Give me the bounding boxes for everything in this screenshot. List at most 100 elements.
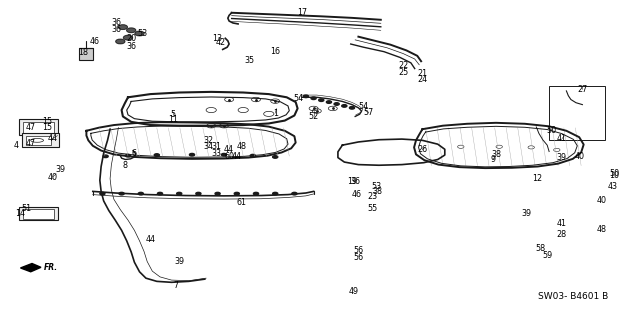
Text: FR.: FR. — [44, 263, 58, 272]
Text: 38: 38 — [491, 150, 501, 159]
Text: 59: 59 — [542, 251, 552, 260]
Text: 46: 46 — [352, 190, 362, 199]
Text: 55: 55 — [367, 204, 378, 213]
Text: 61: 61 — [237, 198, 247, 207]
Text: 39: 39 — [56, 165, 66, 174]
Text: 36: 36 — [350, 177, 360, 186]
Text: 50: 50 — [609, 169, 620, 178]
Circle shape — [273, 156, 278, 158]
Circle shape — [234, 192, 239, 195]
Text: 27: 27 — [577, 85, 588, 94]
Text: 36: 36 — [111, 18, 122, 27]
Text: 54: 54 — [294, 94, 304, 103]
Text: 36: 36 — [126, 42, 136, 51]
Text: 47: 47 — [26, 123, 36, 132]
Bar — [23, 209, 54, 219]
Text: 6: 6 — [132, 149, 137, 158]
Circle shape — [273, 192, 278, 195]
Circle shape — [221, 153, 227, 156]
Text: 52: 52 — [308, 112, 319, 121]
Text: 7: 7 — [173, 281, 179, 290]
Bar — [19, 207, 58, 220]
Text: 26: 26 — [417, 145, 428, 154]
Text: SW03- B4601 B: SW03- B4601 B — [538, 292, 608, 300]
Circle shape — [292, 192, 297, 195]
Text: 60: 60 — [224, 152, 234, 161]
Text: 23: 23 — [367, 192, 378, 201]
Text: 35: 35 — [244, 56, 255, 65]
Text: 41: 41 — [557, 134, 567, 143]
Text: 21: 21 — [417, 69, 428, 78]
Text: 58: 58 — [536, 244, 546, 253]
Circle shape — [103, 155, 108, 158]
Text: 43: 43 — [608, 182, 618, 191]
Bar — [22, 133, 59, 147]
Bar — [23, 122, 54, 133]
Text: 22: 22 — [398, 61, 408, 70]
Text: 13: 13 — [212, 34, 223, 43]
Circle shape — [253, 192, 259, 195]
Circle shape — [311, 97, 316, 100]
Text: 28: 28 — [557, 230, 567, 239]
Text: 44: 44 — [146, 235, 156, 244]
Circle shape — [349, 107, 355, 109]
Text: 39: 39 — [521, 209, 531, 218]
Text: 44: 44 — [47, 134, 58, 143]
Text: 40: 40 — [47, 173, 58, 182]
Text: 18: 18 — [78, 48, 88, 57]
Circle shape — [124, 35, 132, 40]
Text: 48: 48 — [237, 142, 247, 151]
Text: 15: 15 — [42, 123, 52, 132]
Text: 46: 46 — [90, 37, 100, 46]
Text: 19: 19 — [347, 177, 357, 186]
Text: 53: 53 — [137, 29, 147, 38]
Text: 36: 36 — [111, 26, 122, 34]
Circle shape — [189, 153, 195, 156]
Text: 49: 49 — [348, 287, 358, 296]
Text: 44: 44 — [224, 145, 234, 154]
Text: 54: 54 — [358, 102, 369, 111]
Text: 53: 53 — [371, 182, 381, 191]
Text: 47: 47 — [26, 139, 36, 148]
Text: 33: 33 — [211, 149, 221, 158]
Circle shape — [116, 39, 125, 44]
Text: 40: 40 — [596, 197, 607, 205]
Text: 34: 34 — [203, 142, 213, 151]
Circle shape — [154, 154, 159, 156]
Bar — [79, 48, 93, 60]
Text: 50: 50 — [547, 126, 557, 135]
Text: 20: 20 — [126, 34, 136, 43]
Text: 44: 44 — [232, 152, 242, 161]
Text: 14: 14 — [15, 209, 26, 218]
Text: 11: 11 — [168, 115, 178, 124]
Circle shape — [250, 154, 255, 157]
Circle shape — [100, 192, 105, 195]
Ellipse shape — [31, 138, 44, 142]
Circle shape — [138, 192, 143, 195]
Text: 48: 48 — [596, 225, 607, 234]
Text: 51: 51 — [22, 204, 32, 213]
Circle shape — [135, 31, 144, 36]
Text: 39: 39 — [174, 257, 184, 266]
Circle shape — [118, 25, 127, 29]
Bar — [549, 86, 605, 140]
Text: 40: 40 — [574, 152, 584, 161]
Text: 31: 31 — [211, 142, 221, 151]
Text: 9: 9 — [490, 155, 495, 164]
Text: 39: 39 — [557, 153, 567, 162]
Text: 15: 15 — [42, 117, 52, 126]
Bar — [26, 136, 51, 145]
Circle shape — [326, 101, 332, 103]
Text: 56: 56 — [353, 253, 364, 262]
Text: 32: 32 — [203, 136, 213, 145]
Text: 4: 4 — [13, 141, 19, 150]
Text: 16: 16 — [270, 47, 280, 56]
Text: 10: 10 — [609, 171, 620, 180]
Circle shape — [157, 192, 163, 195]
Text: 38: 38 — [372, 187, 383, 196]
Text: 25: 25 — [398, 68, 408, 77]
Circle shape — [125, 154, 131, 157]
Text: 56: 56 — [353, 246, 364, 255]
Text: 41: 41 — [557, 219, 567, 228]
Text: 8: 8 — [122, 161, 127, 170]
